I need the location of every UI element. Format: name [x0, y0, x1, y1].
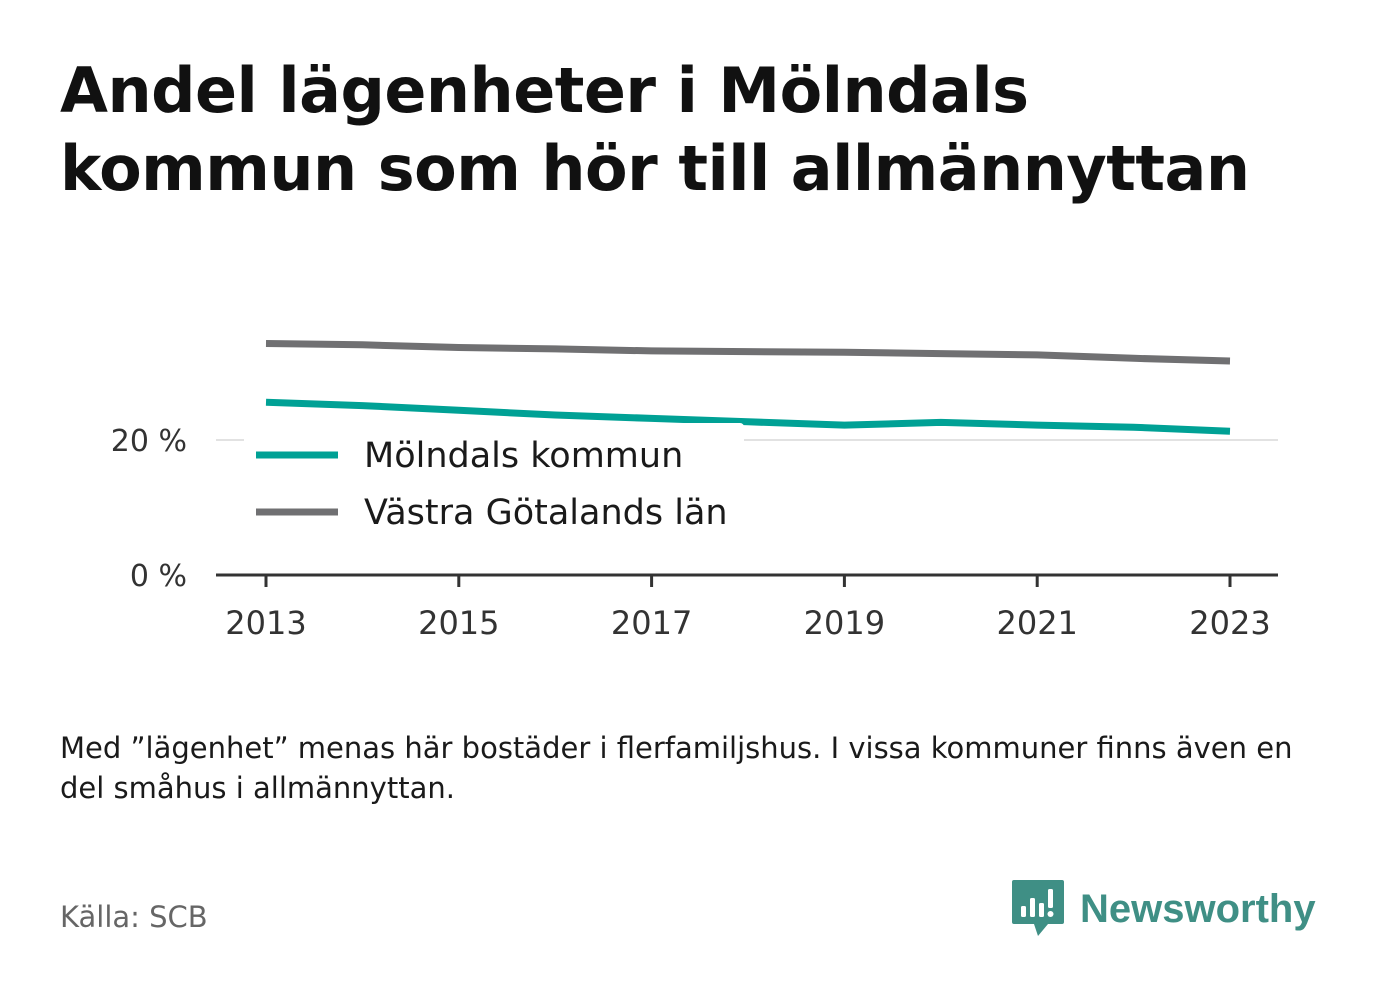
y-tick-label: 20 %: [111, 424, 187, 459]
y-tick-label: 0 %: [130, 559, 187, 594]
line-chart: 0 % 20 % 2013 2015 2017 2019 2021 2023 Mölndals …: [111, 340, 1278, 642]
x-tick-label: 2019: [804, 604, 885, 642]
x-tick-label: 2017: [611, 604, 692, 642]
chart-note: Med ”lägenhet” menas här bostäder i fler…: [60, 731, 1293, 805]
legend-label: Västra Götalands län: [364, 493, 728, 533]
newsworthy-logo-icon: [1012, 880, 1064, 936]
series-line-1: [265, 340, 1231, 365]
source-label: Källa: SCB: [60, 900, 208, 934]
chart-title: Andel lägenheter i Mölndals kommun som h…: [60, 54, 1250, 205]
series-line-0: [265, 398, 1231, 435]
legend-box: [244, 423, 744, 541]
x-tick-label: 2015: [418, 604, 499, 642]
x-tick-label: 2013: [225, 604, 306, 642]
brand-name: Newsworthy: [1080, 886, 1316, 931]
x-tick-label: 2021: [996, 604, 1077, 642]
legend-label: Mölndals kommun: [364, 436, 683, 476]
brand-logo[interactable]: Newsworthy: [1010, 878, 1316, 940]
x-tick-label: 2023: [1189, 604, 1270, 642]
